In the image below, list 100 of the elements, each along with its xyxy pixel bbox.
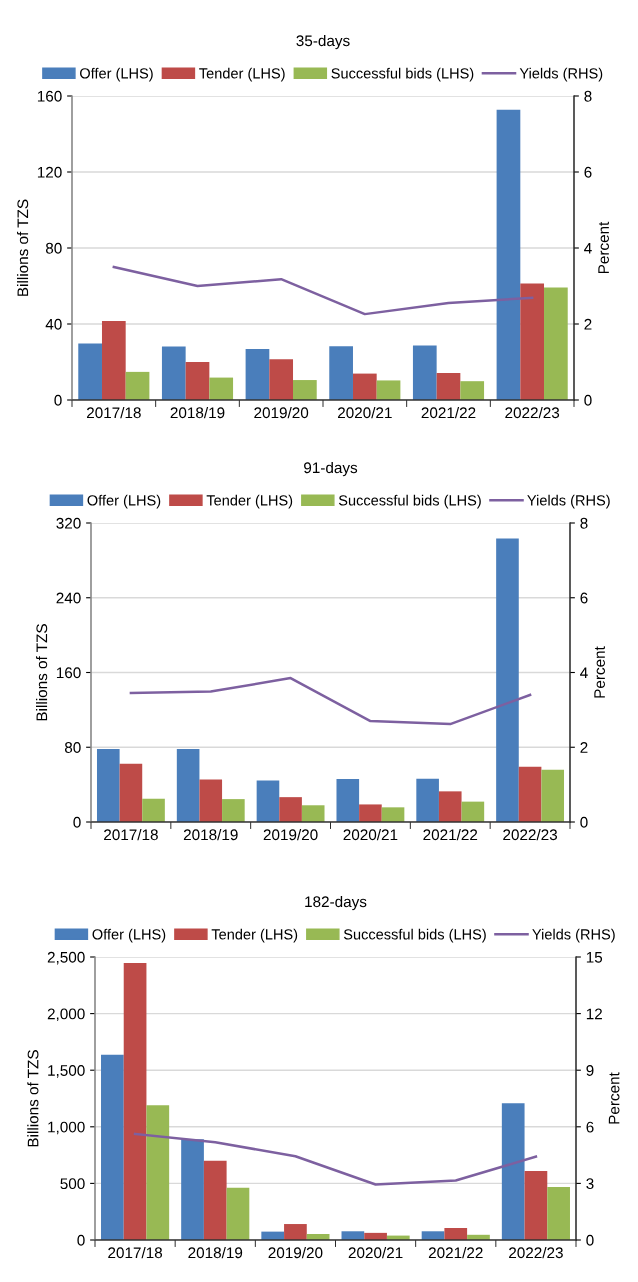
legend-label: Offer (LHS) <box>92 928 166 943</box>
y2-tick-label: 6 <box>580 592 588 604</box>
bar <box>119 763 143 822</box>
x-tick-label: 2021/22 <box>428 1246 483 1259</box>
bar <box>416 778 439 822</box>
bar <box>438 791 462 822</box>
y-tick-label: 160 <box>56 667 81 679</box>
bar <box>412 345 437 400</box>
chart-title: 35-days <box>296 34 350 50</box>
x-tick-label: 2018/19 <box>183 828 238 841</box>
x-tick-label: 2018/19 <box>170 406 225 419</box>
bar <box>161 346 186 400</box>
bar <box>245 349 270 400</box>
y-tick-label: 500 <box>60 1178 85 1190</box>
legend-label: Offer (LHS) <box>87 494 161 509</box>
y2-tick-label: 0 <box>584 394 592 406</box>
bar <box>203 1160 227 1240</box>
line-series <box>112 265 534 316</box>
bar <box>436 373 461 400</box>
y-tick-label: 40 <box>45 318 62 330</box>
bar <box>518 766 542 822</box>
legend-label: Tender (LHS) <box>199 67 285 82</box>
y2-tick-label: 9 <box>586 1065 594 1076</box>
bar <box>496 109 521 400</box>
x-tick-label: 2022/23 <box>509 1246 563 1259</box>
x-tick-label: 2022/23 <box>503 828 558 841</box>
y2-tick-label: 6 <box>586 1121 594 1133</box>
bar <box>176 748 200 822</box>
y2-tick-label: 2 <box>584 318 592 330</box>
y-tick-label: 2,000 <box>47 1008 85 1022</box>
y-tick-label: 1,000 <box>48 1121 85 1135</box>
legend-label: Successful bids (LHS) <box>343 928 486 943</box>
y2-tick-label: 12 <box>586 1008 602 1020</box>
y2-axis-title: Percent <box>594 646 605 698</box>
y2-tick-label: 4 <box>584 243 592 254</box>
bar <box>541 769 565 822</box>
legend-label: Offer (LHS) <box>80 67 153 82</box>
x-tick-label: 2018/19 <box>188 1246 243 1259</box>
bar <box>146 1105 170 1240</box>
y2-tick-label: 2 <box>580 742 588 753</box>
y-tick-label: 160 <box>37 90 62 102</box>
y2-tick-label: 3 <box>586 1178 594 1190</box>
x-tick-label: 2017/18 <box>108 1246 163 1259</box>
bar <box>293 380 317 400</box>
bar <box>301 805 325 822</box>
bar <box>501 1103 525 1240</box>
y-tick-label: 240 <box>56 592 81 604</box>
bar <box>199 779 223 822</box>
legend-label: Yields (RHS) <box>519 67 603 82</box>
x-tick-label: 2020/21 <box>343 828 398 841</box>
y-tick-label: 320 <box>56 517 81 529</box>
bar <box>524 1171 548 1240</box>
bar <box>101 1054 124 1240</box>
y2-tick-label: 0 <box>580 816 588 828</box>
x-tick-label: 2020/21 <box>337 406 392 419</box>
bar <box>329 346 353 400</box>
y-tick-label: 0 <box>77 1234 85 1246</box>
bar <box>269 359 294 400</box>
bar <box>125 371 150 400</box>
x-tick-label: 2022/23 <box>505 406 560 419</box>
bar <box>496 538 519 822</box>
y-axis-title: Billions of TZS <box>16 199 29 296</box>
chart-title: 182-days <box>305 895 367 911</box>
bar <box>359 804 382 822</box>
y2-axis-title: Percent <box>608 1072 620 1124</box>
bar <box>226 1187 250 1240</box>
bar <box>123 963 147 1240</box>
bar <box>376 380 401 400</box>
legend-label: Yields (RHS) <box>527 494 610 509</box>
bar <box>352 373 377 400</box>
legend-label: Yields (RHS) <box>532 928 615 943</box>
bar <box>101 320 126 400</box>
bar <box>284 1224 307 1240</box>
y-axis-title: Billions of TZS <box>35 624 48 721</box>
y2-axis-title: Percent <box>598 221 609 274</box>
y-tick-label: 120 <box>37 166 62 178</box>
bar <box>544 287 568 400</box>
legend-label: Tender (LHS) <box>211 928 298 943</box>
y2-tick-label: 8 <box>580 517 588 529</box>
bar <box>444 1228 468 1240</box>
y2-tick-label: 6 <box>584 166 592 178</box>
bar <box>336 779 360 822</box>
bar <box>209 377 234 400</box>
bar <box>78 343 102 400</box>
line-series <box>129 676 532 726</box>
line-series <box>133 1132 538 1186</box>
bar <box>96 748 120 822</box>
bar <box>142 798 165 822</box>
bar <box>181 1139 204 1240</box>
bar <box>185 362 210 400</box>
x-tick-label: 2020/21 <box>348 1246 403 1259</box>
y-tick-label: 0 <box>73 816 81 828</box>
bar <box>520 283 545 400</box>
y2-tick-label: 0 <box>586 1234 594 1246</box>
x-tick-label: 2019/20 <box>263 828 318 841</box>
bar <box>460 381 485 400</box>
x-tick-label: 2017/18 <box>104 828 158 841</box>
bar <box>256 780 280 822</box>
y2-tick-label: 15 <box>586 952 603 963</box>
legend-label: Tender (LHS) <box>206 494 293 509</box>
